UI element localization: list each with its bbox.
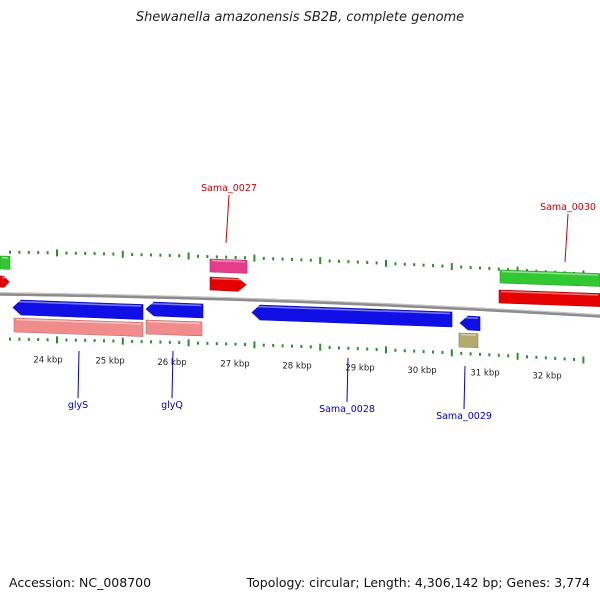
gene-sama0029[interactable] — [459, 315, 481, 332]
genome-backbone — [0, 292, 600, 318]
kbp-tick-label: 27 kbp — [220, 359, 249, 369]
gene-glyQ-cds[interactable] — [145, 319, 203, 337]
gene-sama0028[interactable] — [251, 304, 453, 328]
kbp-tick-label: 24 kbp — [33, 356, 62, 366]
gene-label-leader — [564, 213, 569, 263]
accession-text: Accession: NC_008700 — [9, 575, 152, 590]
gene-glyQ[interactable] — [145, 301, 204, 319]
gene-forward-green-left[interactable] — [0, 255, 11, 270]
gene-label-leader — [346, 357, 349, 403]
gene-sama0029-cds-sheen — [460, 333, 477, 336]
gene-forward-red-left[interactable] — [0, 275, 10, 288]
gene-label-leader — [77, 350, 80, 399]
gene-label-forward: Sama_0030 — [540, 202, 596, 213]
gene-forward-red-right[interactable] — [498, 289, 600, 307]
gene-glyQ-cds-sheen — [147, 320, 201, 325]
kbp-tick-label: 30 kbp — [407, 366, 436, 376]
kbp-tick-label: 32 kbp — [532, 371, 561, 381]
gene-sama0029-cds[interactable] — [458, 332, 479, 348]
kbp-tick-label: 25 kbp — [95, 357, 124, 367]
map-title: Shewanella amazonensis SB2B, complete ge… — [135, 10, 465, 25]
kbp-tick-label: 29 kbp — [345, 363, 374, 373]
gene-label-reverse: glyQ — [161, 400, 183, 411]
gene-forward-magenta[interactable] — [209, 258, 248, 274]
topology-summary: Topology: circular; Length: 4,306,142 bp… — [246, 575, 590, 590]
gene-label-leader — [171, 350, 174, 399]
gene-glyQ-sheen — [147, 302, 202, 307]
gene-glyS-cds[interactable] — [13, 317, 144, 337]
gene-glyS-cds-sheen — [15, 318, 142, 325]
gene-glyS-sheen — [14, 300, 142, 307]
kbp-tick-label: 28 kbp — [282, 361, 311, 371]
gene-label-forward: Sama_0027 — [201, 183, 257, 194]
gene-glyS[interactable] — [12, 299, 144, 320]
gene-forward-green-right-sheen — [501, 270, 599, 276]
gene-label-leader — [463, 365, 466, 410]
gene-label-leader — [225, 194, 230, 244]
gene-sama0029-sheen — [461, 316, 479, 319]
genome-backbone-highlight — [0, 292, 600, 316]
gene-label-reverse: Sama_0029 — [436, 411, 492, 422]
kbp-tick-label: 31 kbp — [470, 368, 499, 378]
gene-forward-red-sama0027-sheen — [211, 277, 245, 281]
gene-label-reverse: glyS — [68, 400, 88, 411]
gene-forward-red-sama0027[interactable] — [209, 276, 247, 292]
gene-sama0028-sheen — [253, 305, 451, 315]
gene-forward-red-right-sheen — [500, 290, 599, 296]
gene-forward-green-right[interactable] — [499, 269, 600, 287]
kbp-tick-label: 26 kbp — [157, 358, 186, 368]
gene-label-reverse: Sama_0028 — [319, 404, 375, 415]
gene-forward-magenta-sheen — [211, 259, 246, 263]
